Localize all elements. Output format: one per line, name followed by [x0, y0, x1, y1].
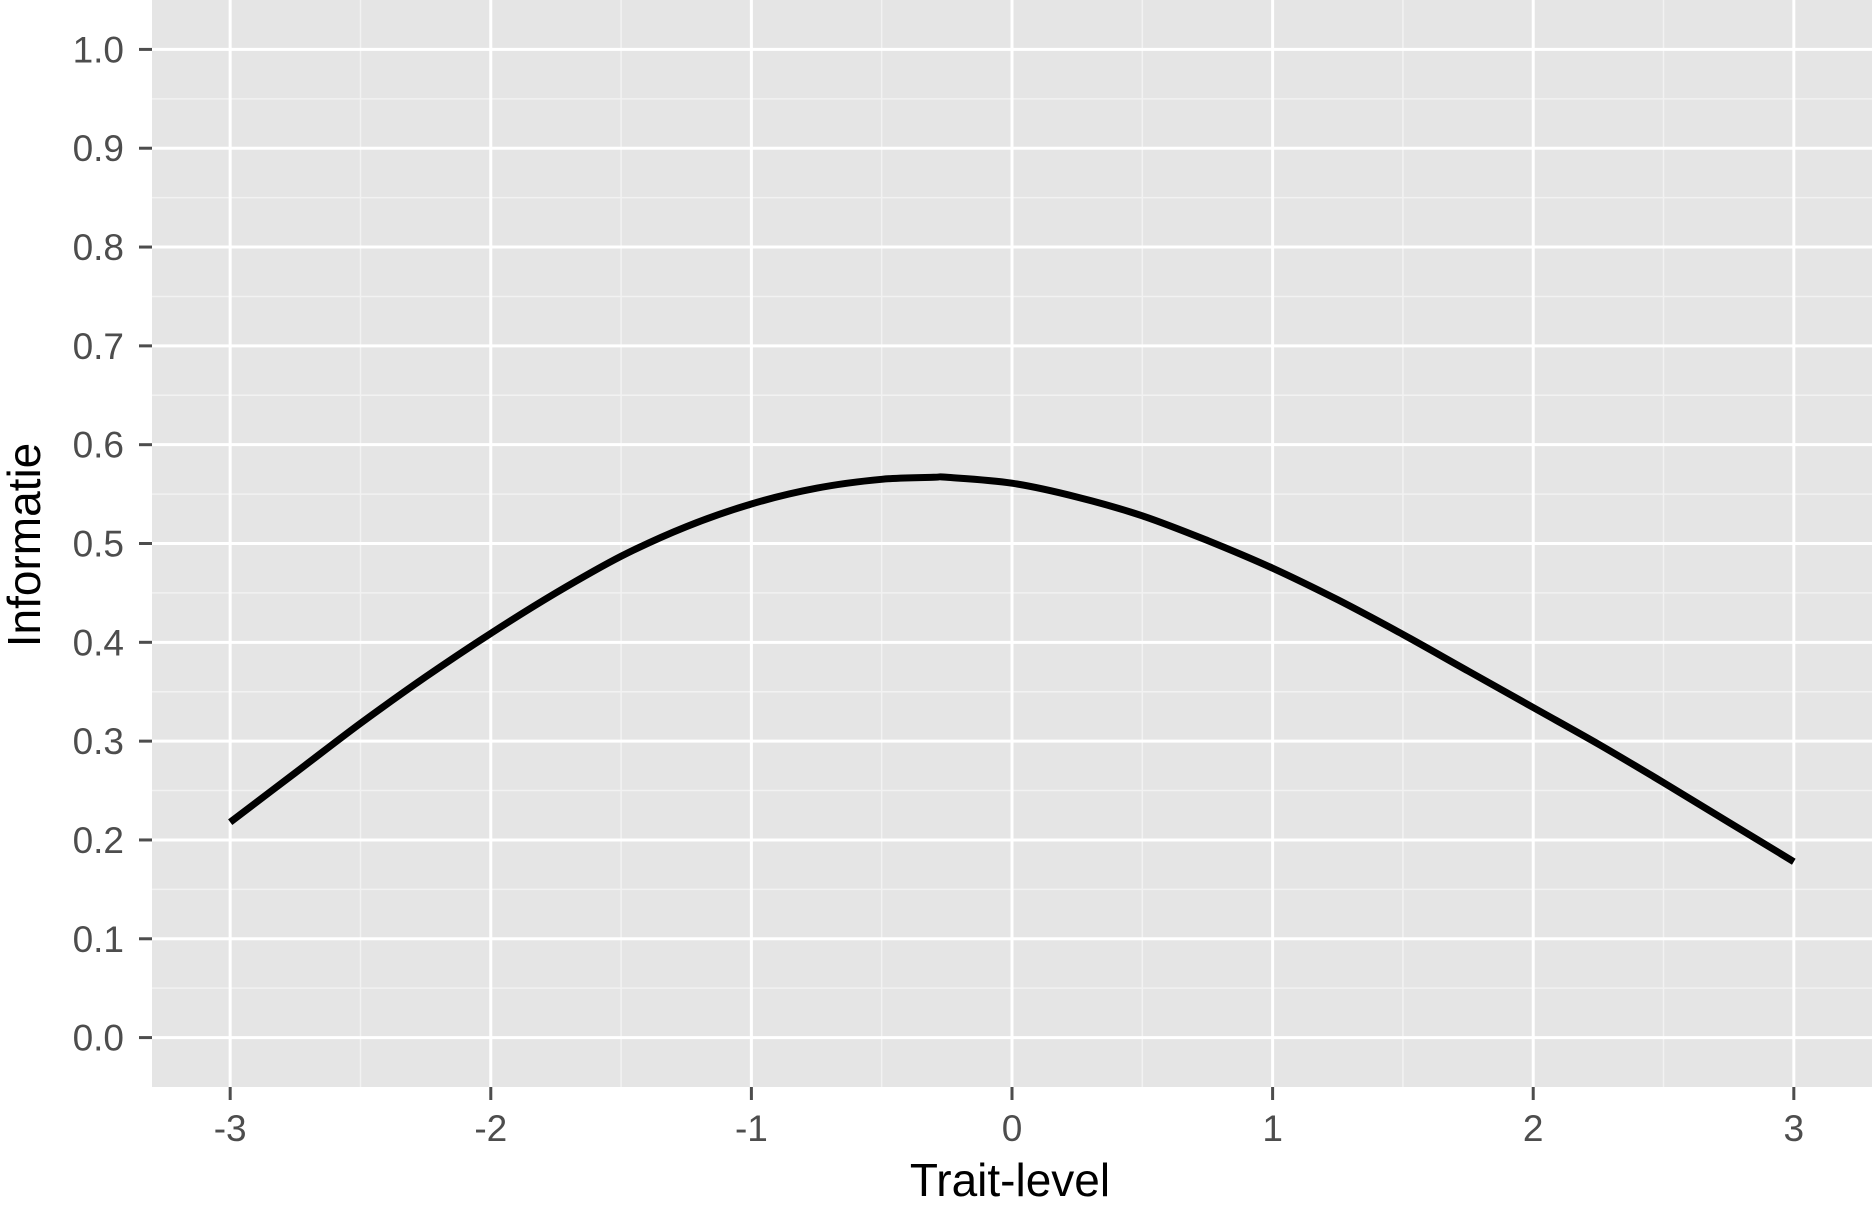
y-tick-label: 0.3 [73, 721, 124, 762]
y-tick-label: 0.2 [73, 820, 124, 861]
y-tick-label: 0.8 [73, 227, 124, 268]
y-tick-label: 0.9 [73, 128, 124, 169]
x-tick-label: -1 [735, 1108, 768, 1149]
y-tick-label: 0.0 [73, 1018, 124, 1059]
x-tick-label: 1 [1262, 1108, 1283, 1149]
y-tick-label: 0.1 [73, 919, 124, 960]
y-axis-title: Informatie [0, 443, 50, 648]
series-line [228, 473, 1796, 865]
y-tick-label: 0.5 [73, 524, 124, 565]
major-gridlines [152, 0, 1872, 1087]
x-tick-label: 3 [1784, 1108, 1805, 1149]
y-tick-label: 0.6 [73, 425, 124, 466]
y-tick-label: 1.0 [73, 29, 124, 70]
x-axis: -3 -2 -1 0 1 2 3 [214, 1087, 1804, 1149]
x-tick-label: -2 [474, 1108, 507, 1149]
x-tick-label: 2 [1523, 1108, 1544, 1149]
y-axis: 0.0 0.1 0.2 0.3 0.4 0.5 0.6 0.7 0.8 0.9 1.0 [73, 29, 152, 1059]
y-tick-label: 0.7 [73, 326, 124, 367]
x-tick-label: -3 [214, 1108, 247, 1149]
y-tick-label: 0.4 [73, 622, 124, 663]
x-tick-label: 0 [1002, 1108, 1023, 1149]
x-axis-title: Trait-level [910, 1154, 1110, 1206]
